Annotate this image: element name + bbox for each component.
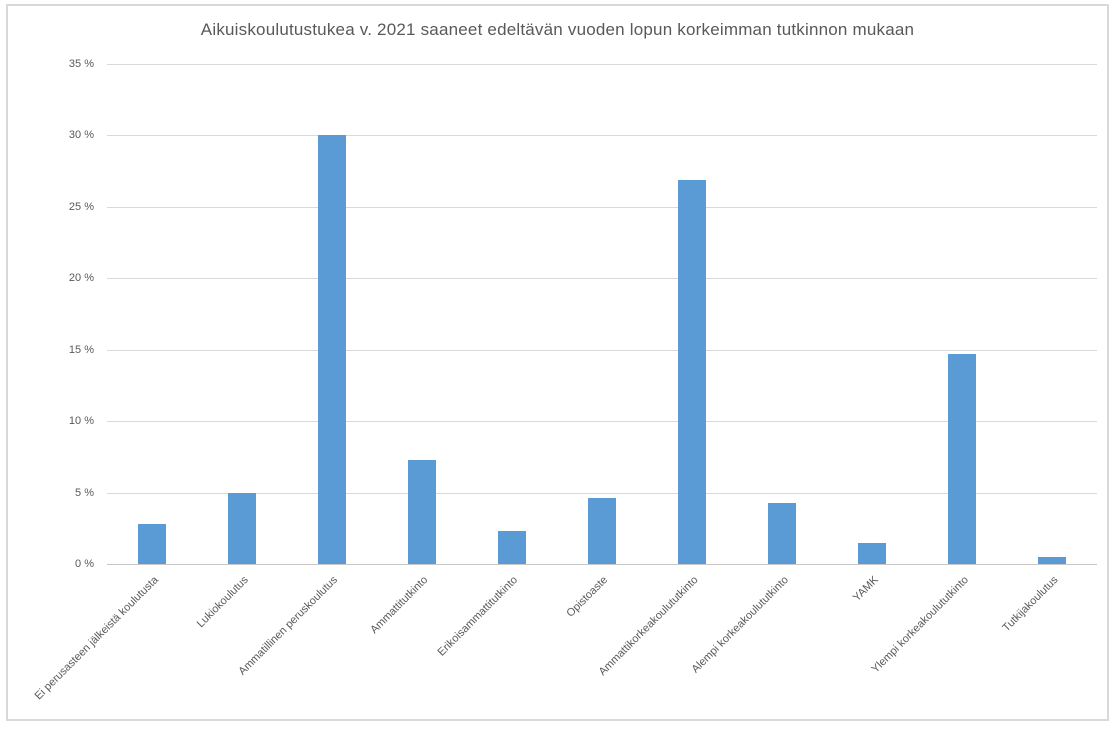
chart-title: Aikuiskoulutustukea v. 2021 saaneet edel… — [200, 20, 915, 39]
y-axis-tick-label: 15 % — [68, 343, 94, 356]
x-axis-tick-label: Lukiokoulutus — [194, 574, 251, 631]
chart-frame: Aikuiskoulutustukea v. 2021 saaneet edel… — [6, 4, 1109, 721]
y-axis-tick-label: 35 % — [68, 58, 94, 70]
y-axis-labels: 0 % 5 % 10 % 15 % 20 % 25 % 30 % 35 % — [8, 58, 94, 570]
x-axis-tick-label: Tutkijakoulutus — [1000, 574, 1061, 635]
bar — [768, 502, 796, 564]
y-axis-tick-label: 25 % — [68, 200, 94, 213]
gridline — [107, 349, 1097, 351]
bar — [948, 354, 976, 564]
plot-area — [107, 64, 1097, 565]
y-axis-tick-label: 20 % — [68, 272, 94, 285]
bar — [588, 498, 616, 564]
x-axis-line — [107, 564, 1097, 565]
x-axis-tick-label: Ei perusasteen jälkeistä koulutusta — [32, 574, 161, 703]
bar — [678, 179, 706, 564]
bar — [858, 542, 886, 564]
x-axis-labels: Ei perusasteen jälkeistä koulutusta Lukio… — [32, 564, 1097, 724]
bar — [228, 492, 256, 564]
gridline — [107, 64, 1097, 65]
x-axis-tick-label: Ammatillinen peruskoulutus — [236, 574, 341, 678]
y-axis-tick-label: 5 % — [75, 486, 94, 499]
y-axis-tick-label: 10 % — [68, 415, 94, 428]
gridline — [107, 206, 1097, 208]
x-axis-tick-label: Ylempi korkeakoulututkinto — [869, 574, 971, 676]
y-axis-tick-label: 30 % — [68, 129, 94, 142]
gridline — [107, 421, 1097, 423]
gridline — [107, 278, 1097, 280]
bar — [1038, 556, 1066, 564]
bar — [408, 459, 436, 564]
x-axis-tick-label: Opistoaste — [564, 574, 611, 620]
bar — [318, 135, 346, 564]
x-axis-tick-label: Erikoisammattitutkinto — [435, 574, 521, 659]
x-axis-tick-label: Ammattitutkinto — [368, 574, 431, 637]
x-axis-tick-label: Alempi korkeakoulututkinto — [689, 574, 791, 676]
x-axis-tick-label: Ammattikorkeakoulututkinto — [596, 574, 701, 679]
x-axis-tick-label: YAMK — [850, 574, 881, 604]
y-axis-tick-label: 0 % — [75, 558, 94, 570]
bar — [498, 531, 526, 564]
gridline — [107, 135, 1097, 137]
gridline — [107, 492, 1097, 494]
bar — [138, 524, 166, 564]
